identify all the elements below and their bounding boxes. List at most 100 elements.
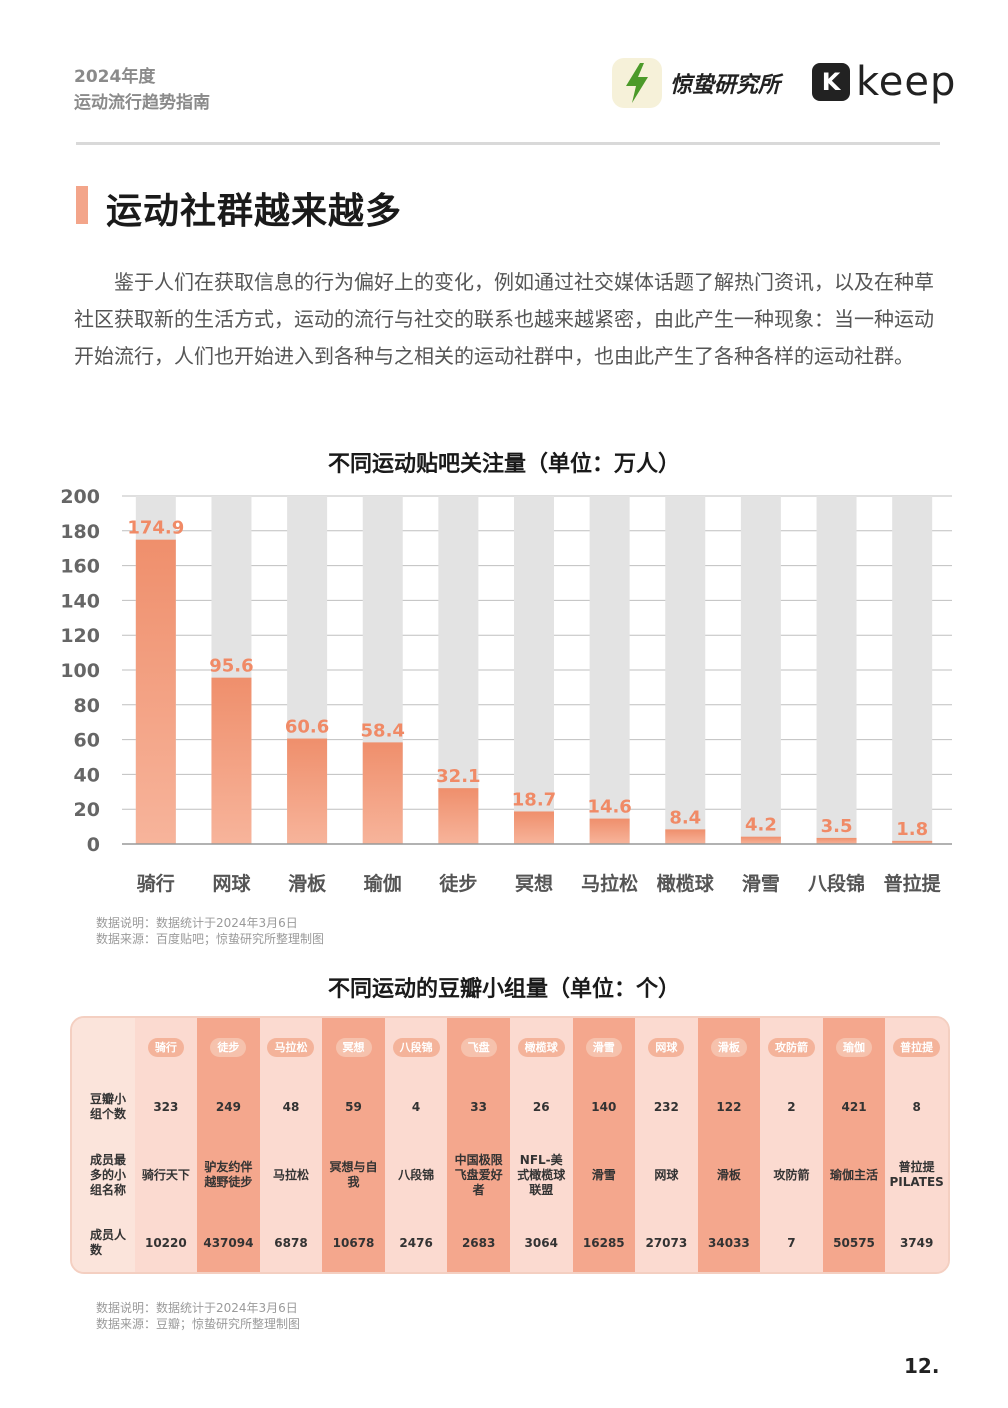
bar [816, 837, 857, 844]
bar-track [589, 496, 630, 844]
table-cell: 3064 [524, 1235, 558, 1250]
table-row: 成员人数 10220 437094 6878 10678 2476 2683 3064 1628… [72, 1212, 948, 1272]
y-tick-label: 40 [74, 764, 100, 786]
table-cell: 2476 [399, 1235, 433, 1250]
table-row: 成员最多的小组名称 骑行天下 驴友约伴越野徒步 马拉松 冥想与自我 八段锦 中国极限飞盘爱好… [72, 1138, 948, 1212]
x-category-label: 滑雪 [742, 873, 780, 895]
table-cell: 2683 [461, 1235, 496, 1250]
table-column-header: 八段锦 [385, 1018, 448, 1076]
table-row-label: 豆瓣小组个数 [90, 1092, 127, 1121]
chart-note-description: 数据说明：数据统计于2024年3月6日 [96, 916, 298, 930]
y-tick-label: 120 [60, 625, 100, 647]
table-column-header: 冥想 [322, 1018, 385, 1076]
y-tick-label: 200 [60, 486, 100, 508]
y-tick-label: 60 [74, 730, 100, 752]
page-title: 运动社群越来越多 [106, 191, 403, 232]
table-cell: 攻防箭 [773, 1167, 810, 1182]
bar-value-label: 18.7 [512, 789, 556, 810]
bar-chart-title: 不同运动贴吧关注量（单位：万人） [327, 452, 680, 477]
table-cell: 59 [345, 1099, 362, 1114]
chart-notes: 数据说明：数据统计于2024年3月6日 数据来源：百度贴吧；惊蛰研究所整理制图 [96, 915, 324, 947]
y-tick-label: 20 [74, 799, 100, 821]
keep-logo: K keep [812, 62, 956, 102]
bar [438, 788, 479, 844]
table-cell: 16285 [582, 1235, 625, 1250]
table-cell: 50575 [833, 1235, 875, 1250]
table-column-label: 网球 [648, 1037, 685, 1057]
bar-value-label: 3.5 [821, 816, 853, 837]
bar [665, 829, 706, 844]
y-tick-label: 180 [60, 521, 100, 543]
table-column-header: 滑雪 [573, 1018, 636, 1076]
bar-track [438, 496, 479, 844]
x-category-label: 徒步 [438, 872, 477, 895]
table-column-header: 徒步 [197, 1018, 260, 1076]
table-cell: 驴友约伴越野徒步 [204, 1160, 253, 1189]
bar [362, 742, 403, 844]
table-column-header: 普拉提 [885, 1018, 948, 1076]
table-cell: 122 [716, 1099, 742, 1114]
keep-k-icon: K [812, 63, 850, 101]
x-category-label: 普拉提 [884, 872, 942, 895]
table-column-label: 冥想 [335, 1037, 372, 1057]
table-cell: 33 [470, 1099, 487, 1114]
table-cell: 249 [215, 1099, 241, 1114]
table-cell: 6878 [274, 1235, 308, 1250]
table-note-source: 数据来源：豆瓣；惊蛰研究所整理制图 [96, 1317, 301, 1331]
table-column-label: 滑雪 [585, 1037, 622, 1057]
bar-track [892, 496, 933, 844]
chart-note-source: 数据来源：百度贴吧；惊蛰研究所整理制图 [96, 932, 325, 946]
page-number: 12. [904, 1354, 940, 1378]
table-title: 不同运动的豆瓣小组量（单位：个） [327, 977, 680, 1002]
bar [135, 539, 176, 844]
bar-track [514, 496, 554, 844]
bar-value-label: 95.6 [209, 656, 253, 677]
table-cell: 27073 [645, 1235, 688, 1250]
table-cell: 26 [532, 1099, 550, 1114]
table-cell: 10220 [144, 1235, 187, 1250]
table-cell: 140 [591, 1099, 617, 1114]
x-category-label: 橄榄球 [657, 872, 715, 895]
table-column-header: 飞盘 [447, 1018, 510, 1076]
table-note-description: 数据说明：数据统计于2024年3月6日 [96, 1301, 298, 1315]
table-row-label: 成员最多的小组名称 [90, 1152, 127, 1197]
table-column-header: 网球 [635, 1018, 698, 1076]
intro-paragraph: 鉴于人们在获取信息的行为偏好上的变化，例如通过社交媒体话题了解热门资讯，以及在种… [74, 264, 934, 375]
table-cell: 滑雪 [591, 1167, 616, 1182]
y-tick-label: 80 [74, 695, 100, 717]
table-cell: 421 [841, 1099, 867, 1114]
table-column-label: 普拉提 [893, 1037, 941, 1057]
x-category-label: 冥想 [515, 872, 553, 895]
douban-groups-table: 骑行 徒步 马拉松 冥想 八段锦 飞盘 橄榄球 滑雪 网球 滑板 攻防箭 瑜伽 普拉提 豆瓣小组个数 32… [70, 1016, 950, 1274]
bar-chart: 0 20 40 60 80 100 120 140 160 180 200 174.9 骑行 95.6 网球… [60, 486, 952, 895]
table-column-header: 橄榄球 [510, 1018, 573, 1076]
bar [589, 818, 630, 844]
table-cell: 骑行天下 [141, 1167, 190, 1182]
bar-track [740, 496, 781, 844]
table-cell: 48 [282, 1099, 300, 1114]
table-cell: 八段锦 [398, 1167, 435, 1182]
table-cell: 冥想与自我 [329, 1160, 378, 1189]
table-column-label: 攻防箭 [767, 1037, 815, 1057]
x-category-label: 马拉松 [581, 872, 638, 895]
table-cell: 7 [787, 1235, 796, 1250]
table-cell: 马拉松 [272, 1167, 309, 1182]
table-cell: 232 [653, 1099, 679, 1114]
table-cell: NFL-美式橄榄球联盟 [517, 1152, 566, 1197]
table-cell: 2 [787, 1099, 796, 1114]
bar [211, 677, 252, 844]
table-column-header: 攻防箭 [760, 1018, 823, 1076]
bar-value-label: 58.4 [361, 720, 405, 741]
intro-text: 鉴于人们在获取信息的行为偏好上的变化，例如通过社交媒体话题了解热门资讯，以及在种… [74, 270, 934, 368]
bar-value-label: 4.2 [745, 815, 777, 836]
bar-value-label: 1.8 [896, 819, 928, 840]
table-column-label: 徒步 [210, 1037, 247, 1057]
table-column-label: 飞盘 [460, 1037, 497, 1057]
table-cell: 网球 [654, 1167, 679, 1182]
table-cell: 滑板 [716, 1167, 741, 1182]
table-cell: 4 [411, 1099, 421, 1114]
bar [514, 811, 554, 844]
table-row-label: 成员人数 [90, 1228, 127, 1257]
bar-value-label: 60.6 [285, 717, 329, 738]
table-column-label: 骑行 [147, 1037, 184, 1057]
